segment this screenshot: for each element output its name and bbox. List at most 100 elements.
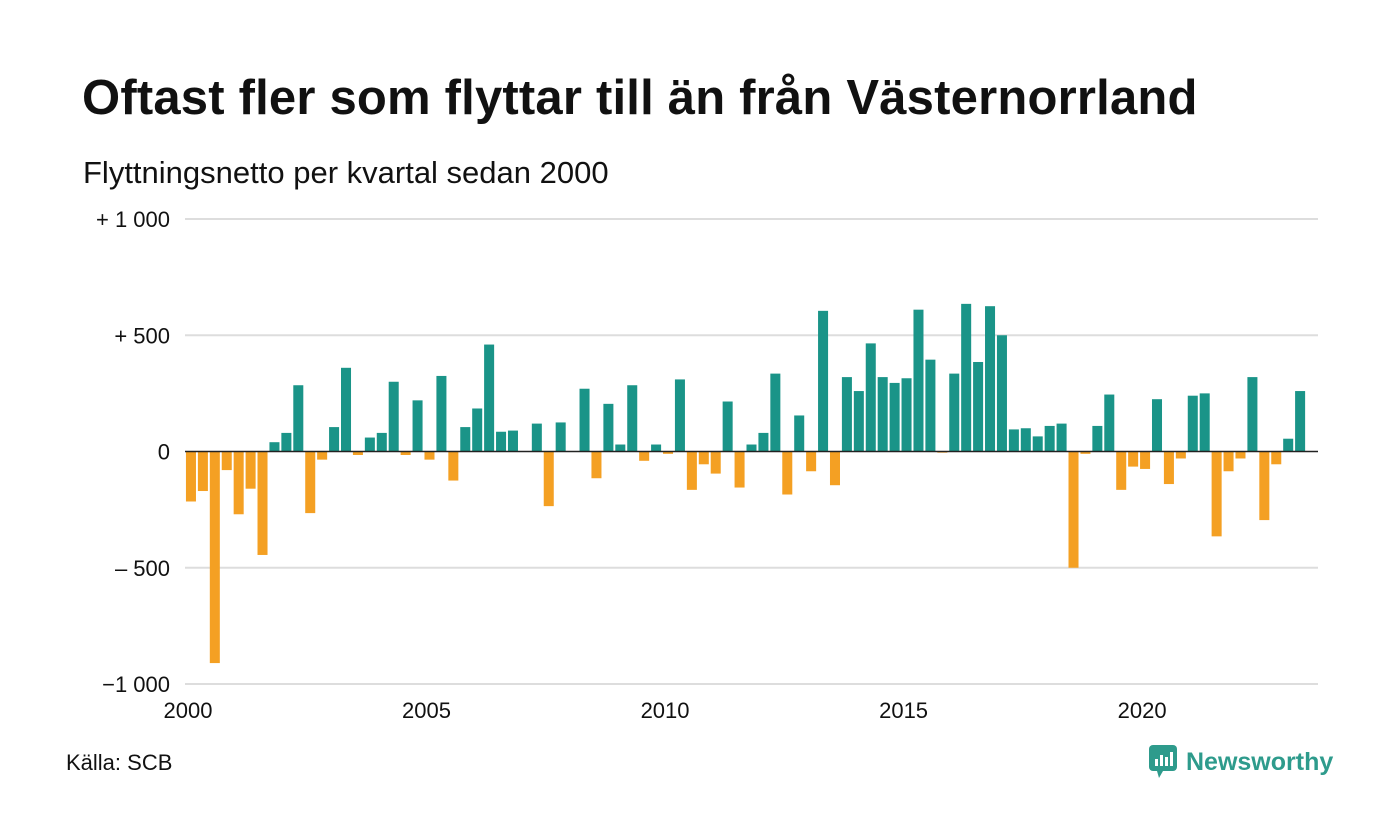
bar [746,444,757,452]
bar [543,451,554,507]
bar [829,451,840,486]
bar [329,427,340,452]
bar [579,388,590,452]
bar [364,437,375,452]
bar [448,451,459,481]
bar [1187,395,1198,452]
bar [221,451,232,471]
bar [996,335,1007,452]
bar [1175,451,1186,459]
bar [841,377,852,452]
bar [412,400,423,452]
bar [1080,451,1091,454]
bar [1247,377,1258,452]
bar [352,451,363,455]
bar [853,391,864,452]
bar [663,451,674,454]
bar [1068,451,1079,568]
bar [615,444,626,452]
bar [710,451,721,474]
bar [209,451,220,664]
bar [460,427,471,452]
bar [1223,451,1234,472]
bar [424,451,435,460]
bar [1235,451,1246,459]
bar [245,451,256,489]
bar [865,343,876,452]
bar [1104,394,1115,452]
x-tick-label: 2005 [402,698,451,723]
bar [341,367,352,452]
y-tick-label: 0 [158,440,170,465]
bar [913,309,924,452]
bar [674,379,685,452]
x-tick-label: 2010 [641,698,690,723]
bar [1116,451,1127,490]
x-tick-label: 2015 [879,698,928,723]
bar [1151,399,1163,452]
bar [686,451,697,490]
bar [698,451,709,465]
bar [1199,393,1210,452]
bar [1259,451,1270,521]
bar [317,451,328,460]
y-tick-label: – 500 [115,556,170,581]
source-note: Källa: SCB [66,750,173,775]
bar [1092,425,1103,452]
bar [555,422,566,452]
bar [507,430,518,452]
bar [1295,391,1306,452]
bar [293,385,304,452]
bar [973,361,984,452]
bar [197,451,208,492]
bar [305,451,316,514]
bar [1056,423,1067,452]
bar [1283,438,1294,452]
bar [639,451,650,461]
bar [603,403,614,452]
brand-name: Newsworthy [1186,747,1334,776]
y-tick-label: + 1 000 [96,207,170,232]
bars [185,303,1306,664]
bar [758,432,769,452]
bar [388,381,399,452]
bar [722,401,733,452]
bar [1044,425,1055,452]
x-tick-label: 2020 [1118,698,1167,723]
bar [877,377,888,452]
chart-title: Oftast fler som flyttar till än från Väs… [82,71,1198,125]
bar [436,375,447,452]
bar [1163,451,1174,485]
bar [734,451,745,488]
bar [1020,428,1031,452]
bar [901,378,912,452]
bar [257,451,268,555]
bar [651,444,662,452]
bar [281,432,292,452]
y-tick-label: + 500 [114,323,170,348]
bar [591,451,602,479]
bar [782,451,793,495]
bar [1008,429,1019,452]
bar [484,344,495,452]
bar [1128,451,1139,467]
bar [794,415,805,452]
bar [376,432,387,452]
bar [985,306,996,452]
bar [400,451,411,455]
bar [496,431,507,452]
bar [472,408,483,452]
gridlines [185,218,1318,685]
bar [949,373,960,452]
bar [233,451,244,515]
bar [961,303,972,452]
bar [1271,451,1282,465]
y-tick-label: −1 000 [102,672,170,697]
bar [806,451,817,472]
chart-subtitle: Flyttningsnetto per kvartal sedan 2000 [83,155,609,190]
bar [531,423,542,452]
bar [770,373,781,452]
bar [818,310,829,452]
